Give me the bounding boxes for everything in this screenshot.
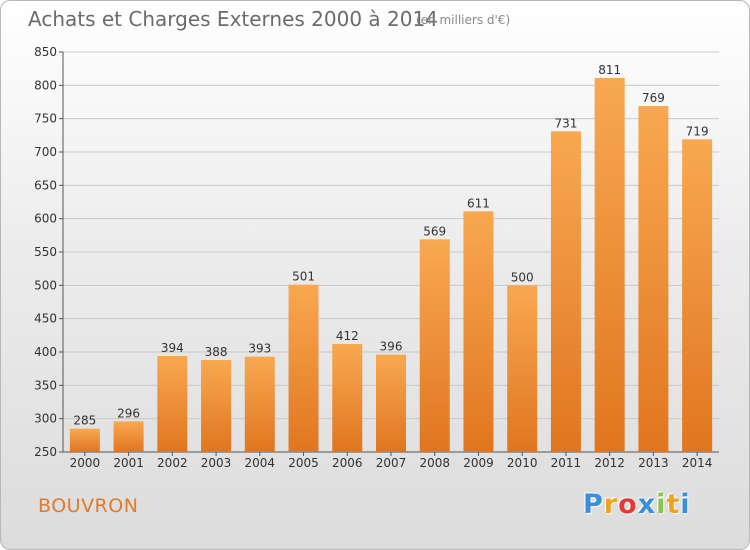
bar xyxy=(594,78,625,452)
bar xyxy=(638,106,669,452)
logo-letter: r xyxy=(603,489,619,520)
x-tick-label: 2003 xyxy=(201,456,232,470)
data-label: 396 xyxy=(380,340,403,354)
x-tick-label: 2008 xyxy=(419,456,450,470)
bar xyxy=(157,356,188,452)
bar xyxy=(550,131,581,453)
bar xyxy=(201,360,232,452)
x-tick-label: 2014 xyxy=(682,456,713,470)
logo-letter: P xyxy=(583,489,604,520)
logo-letter: t xyxy=(666,489,681,520)
bar xyxy=(376,354,406,452)
y-tick-label: 500 xyxy=(34,278,57,292)
y-tick-label: 400 xyxy=(34,345,57,359)
x-tick-label: 2000 xyxy=(70,456,101,470)
proxiti-logo: Proxiti xyxy=(583,489,691,520)
bar xyxy=(244,356,275,452)
data-label: 811 xyxy=(598,63,621,77)
data-label: 285 xyxy=(73,414,96,428)
y-tick-label: 750 xyxy=(34,112,57,126)
x-tick-label: 2011 xyxy=(551,456,582,470)
data-label: 412 xyxy=(336,329,359,343)
y-tick-label: 300 xyxy=(34,412,57,426)
data-label: 769 xyxy=(642,91,665,105)
y-tick-label: 650 xyxy=(34,178,57,192)
data-label: 719 xyxy=(686,124,709,138)
y-tick-label: 700 xyxy=(34,145,57,159)
data-label: 611 xyxy=(467,196,490,210)
x-tick-label: 2004 xyxy=(245,456,276,470)
logo-letter: i xyxy=(680,489,691,520)
x-tick-label: 2001 xyxy=(113,456,144,470)
x-tick-label: 2012 xyxy=(594,456,625,470)
data-label: 393 xyxy=(248,342,271,356)
bar xyxy=(419,239,450,452)
data-label: 394 xyxy=(161,341,184,355)
x-tick-label: 2007 xyxy=(376,456,407,470)
commune-name: BOUVRON xyxy=(38,495,139,517)
bar xyxy=(507,285,538,452)
bar xyxy=(463,211,494,452)
data-label: 500 xyxy=(511,270,534,284)
x-tick-label: 2005 xyxy=(288,456,319,470)
data-label: 388 xyxy=(205,345,228,359)
data-label: 296 xyxy=(117,406,140,420)
data-label: 501 xyxy=(292,270,315,284)
bar xyxy=(682,139,713,453)
y-tick-label: 350 xyxy=(34,378,57,392)
logo-letter: o xyxy=(618,489,638,520)
y-tick-label: 450 xyxy=(34,312,57,326)
data-label: 731 xyxy=(554,116,577,130)
y-tick-label: 600 xyxy=(34,212,57,226)
logo-letter: i xyxy=(656,489,667,520)
bar xyxy=(332,344,363,452)
x-tick-label: 2013 xyxy=(638,456,669,470)
x-tick-label: 2010 xyxy=(507,456,538,470)
bar xyxy=(288,284,319,452)
logo-letter: x xyxy=(637,489,657,520)
y-tick-label: 800 xyxy=(34,78,57,92)
y-tick-label: 250 xyxy=(34,445,57,459)
chart-title: Achats et Charges Externes 2000 à 2014 xyxy=(28,7,438,31)
bar xyxy=(69,428,100,452)
x-tick-label: 2009 xyxy=(463,456,494,470)
x-tick-label: 2002 xyxy=(157,456,188,470)
x-tick-label: 2006 xyxy=(332,456,363,470)
data-label: 569 xyxy=(423,224,446,238)
bar xyxy=(113,421,144,452)
y-tick-label: 850 xyxy=(34,45,57,59)
chart-unit: (en milliers d'€) xyxy=(416,13,511,27)
y-tick-label: 550 xyxy=(34,245,57,259)
